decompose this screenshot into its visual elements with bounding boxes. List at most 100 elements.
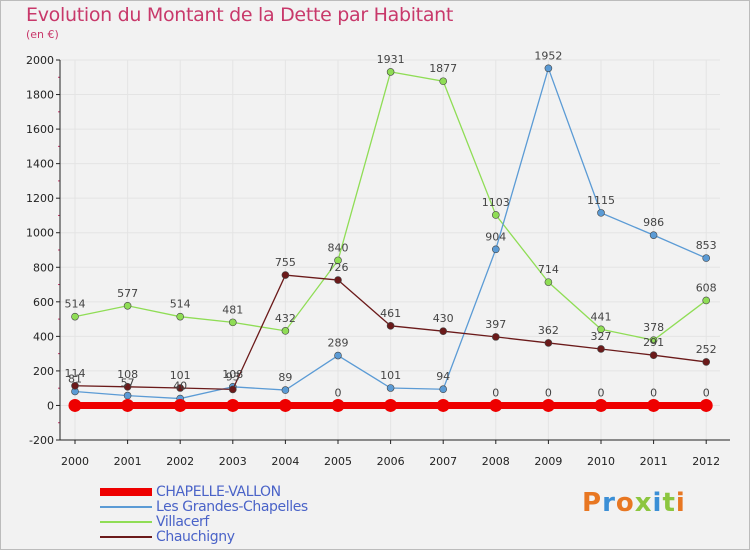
chart-title: Evolution du Montant de la Dette par Hab… (26, 4, 454, 26)
x-tick-label: 2002 (166, 455, 194, 468)
legend-swatch-les-grandes-chapelles (100, 506, 152, 508)
point-chapelle-vallon (331, 398, 345, 412)
data-label-les-grandes-chapelles: 853 (696, 239, 717, 252)
x-tick-label: 2012 (692, 455, 720, 468)
point-villacerf (386, 68, 395, 76)
y-tick-label: 1800 (26, 89, 54, 102)
point-les-grandes-chapelles (281, 386, 290, 394)
point-villacerf (334, 256, 342, 265)
proxiti-logo: Proxiti (582, 488, 686, 518)
x-tick-label: 2005 (324, 455, 352, 468)
point-villacerf (491, 211, 500, 219)
point-chauchigny (597, 345, 605, 353)
x-tick-label: 2010 (587, 455, 615, 468)
point-villacerf (649, 336, 658, 344)
data-label-villacerf: 514 (170, 298, 191, 311)
point-chapelle-vallon (226, 398, 240, 412)
point-chauchigny (649, 351, 658, 359)
y-tick-label: 2000 (26, 54, 54, 67)
logo-letter: t (662, 488, 676, 518)
data-label-les-grandes-chapelles: 108 (222, 368, 243, 381)
data-label-chauchigny: 726 (328, 261, 349, 274)
data-label-villacerf: 441 (591, 310, 612, 323)
y-tick-label: 800 (33, 261, 54, 274)
data-label-chauchigny: 291 (643, 336, 664, 349)
data-label-chauchigny: 93 (226, 370, 240, 383)
series-lines (68, 64, 713, 412)
point-les-grandes-chapelles (491, 245, 500, 254)
point-villacerf (123, 301, 132, 310)
point-chapelle-vallon (699, 398, 713, 412)
x-tick-label: 2001 (114, 455, 142, 468)
point-chapelle-vallon (278, 398, 292, 412)
point-chapelle-vallon (541, 398, 555, 412)
x-tick-label: 2008 (482, 455, 510, 468)
y-tick-label: 1200 (26, 192, 54, 205)
data-label-chapelle-vallon: 0 (335, 386, 342, 399)
point-villacerf (281, 327, 290, 335)
legend-item-chauchigny: Chauchigny (100, 529, 400, 545)
data-label-villacerf: 1103 (482, 196, 510, 209)
point-chauchigny (386, 322, 395, 330)
legend-swatch-villacerf (100, 521, 152, 523)
data-label-les-grandes-chapelles: 904 (485, 230, 506, 243)
data-label-chauchigny: 327 (591, 330, 612, 343)
data-label-les-grandes-chapelles: 289 (328, 337, 349, 350)
point-villacerf (71, 312, 79, 321)
point-les-grandes-chapelles (702, 254, 711, 262)
y-tick-label: 1600 (26, 123, 54, 136)
point-les-grandes-chapelles (123, 391, 132, 400)
data-label-chauchigny: 397 (485, 318, 506, 331)
data-label-chauchigny: 430 (433, 312, 454, 325)
data-label-chauchigny: 101 (170, 369, 191, 382)
chart-subtitle: (en €) (26, 28, 59, 41)
data-label-chapelle-vallon: 0 (598, 386, 605, 399)
data-label-villacerf: 378 (643, 321, 664, 334)
logo-letter: r (602, 488, 616, 518)
logo-letter: i (652, 488, 663, 518)
data-label-les-grandes-chapelles: 986 (643, 216, 664, 229)
axes: -200020040060080010001200140016001800200… (26, 54, 730, 468)
legend-label-villacerf: Villacerf (156, 514, 209, 530)
point-chauchigny (334, 276, 342, 284)
legend-swatch-chapelle-vallon (100, 488, 152, 496)
data-label-villacerf: 514 (65, 298, 86, 311)
point-villacerf (229, 318, 237, 327)
data-label-les-grandes-chapelles: 1952 (534, 49, 562, 62)
data-label-villacerf: 1931 (377, 53, 405, 66)
data-label-chauchigny: 755 (275, 256, 296, 269)
point-chauchigny (281, 271, 290, 279)
x-tick-label: 2011 (640, 455, 668, 468)
point-les-grandes-chapelles (649, 231, 658, 239)
grid-lines (60, 59, 720, 441)
point-chauchigny (544, 339, 553, 347)
point-chapelle-vallon (384, 398, 398, 412)
point-chauchigny (491, 333, 500, 341)
data-label-villacerf: 577 (117, 287, 138, 300)
y-tick-label: 1400 (26, 158, 54, 171)
data-label-les-grandes-chapelles: 81 (68, 372, 82, 385)
data-label-les-grandes-chapelles: 89 (278, 371, 292, 384)
point-chauchigny (123, 382, 132, 391)
point-les-grandes-chapelles (597, 209, 605, 217)
data-label-chapelle-vallon: 0 (650, 386, 657, 399)
legend-item-villacerf: Villacerf (100, 514, 400, 530)
logo-letter: P (582, 488, 603, 518)
point-chauchigny (176, 384, 184, 392)
point-chauchigny (229, 385, 237, 394)
data-labels: 81 57 40 108 89 289 101 94 904 1952 1115 986 853 514 5… (65, 49, 717, 399)
x-tick-label: 2006 (377, 455, 405, 468)
point-villacerf (176, 312, 184, 321)
data-label-les-grandes-chapelles: 1115 (587, 194, 615, 207)
x-tick-label: 2009 (534, 455, 562, 468)
legend-label-chapelle-vallon: CHAPELLE-VALLON (156, 484, 281, 500)
x-tick-label: 2004 (271, 455, 299, 468)
data-label-chauchigny: 461 (380, 307, 401, 320)
data-label-villacerf: 1877 (429, 62, 457, 75)
point-chauchigny (71, 381, 79, 390)
x-tick-label: 2003 (219, 455, 247, 468)
point-les-grandes-chapelles (334, 351, 342, 360)
y-tick-label: -200 (29, 434, 54, 447)
data-label-villacerf: 714 (538, 263, 559, 276)
point-chapelle-vallon (489, 398, 503, 412)
